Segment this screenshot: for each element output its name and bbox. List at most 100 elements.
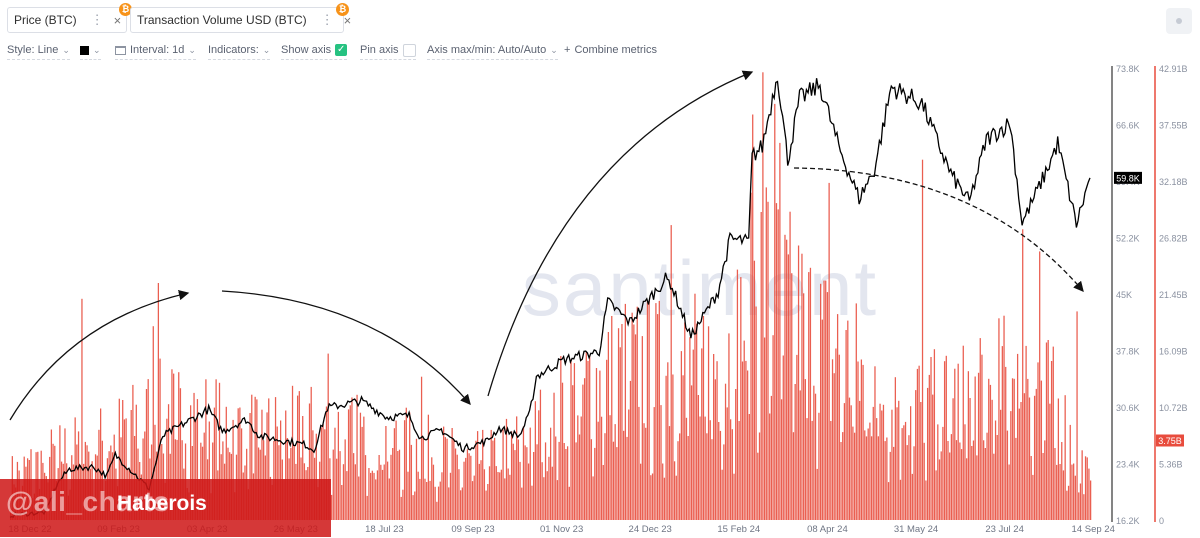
- combine-metrics-button[interactable]: + Combine metrics: [564, 42, 657, 59]
- volume-bar: [733, 473, 735, 520]
- close-icon[interactable]: ×: [113, 12, 122, 28]
- volume-bar: [889, 451, 891, 520]
- volume-bar: [456, 454, 458, 520]
- volume-bars: [10, 72, 1092, 521]
- settings-toggle-button[interactable]: [1166, 8, 1192, 34]
- axis-maxmin-dropdown[interactable]: Axis max/min: Auto/Auto ⌄: [427, 42, 558, 60]
- volume-bar: [631, 312, 633, 520]
- bitcoin-icon: ₿: [336, 3, 349, 16]
- interval-dropdown[interactable]: Interval: 1d ⌄: [115, 42, 196, 60]
- price-line: [9, 78, 1091, 518]
- volume-bar: [1005, 366, 1007, 520]
- volume-bar: [977, 372, 980, 520]
- volume-bar: [719, 430, 722, 520]
- volume-bar: [702, 316, 705, 520]
- volume-bar: [945, 355, 947, 520]
- volume-bar: [870, 436, 873, 520]
- plus-icon: +: [564, 44, 571, 56]
- show-axis-toggle[interactable]: Show axis ✓: [281, 42, 348, 60]
- volume-bar: [954, 368, 956, 520]
- close-icon[interactable]: ×: [343, 12, 352, 28]
- volume-bar: [801, 253, 803, 520]
- price-tick-label: 73.8K: [1116, 64, 1140, 74]
- pin-axis-toggle[interactable]: Pin axis: [360, 42, 416, 60]
- style-label: Style: Line: [7, 44, 59, 56]
- style-dropdown[interactable]: Style: Line ⌄: [7, 42, 70, 60]
- tab-price-btc[interactable]: Price (BTC) ⋮ × ₿: [7, 3, 132, 33]
- volume-bar: [860, 359, 863, 520]
- volume-bar: [621, 324, 623, 520]
- volume-bar: [582, 384, 584, 520]
- indicators-dropdown[interactable]: Indicators: ⌄: [208, 42, 271, 60]
- volume-bar: [993, 453, 995, 520]
- volume-bar: [358, 476, 360, 520]
- volume-bar: [611, 316, 613, 520]
- checkbox-checked-icon[interactable]: ✓: [335, 44, 348, 56]
- volume-bar: [680, 351, 683, 520]
- volume-bar: [745, 360, 747, 520]
- volume-bar: [400, 496, 402, 520]
- volume-bar: [933, 349, 936, 520]
- volume-bar: [414, 491, 416, 520]
- volume-bar: [714, 379, 716, 520]
- color-picker[interactable]: ⌄: [80, 42, 101, 60]
- volume-bar: [938, 459, 941, 520]
- price-volume-chart[interactable]: santiment 73.8K66.6K59.4K52.2K45K37.8K30…: [0, 60, 1200, 538]
- volume-bar: [356, 394, 358, 520]
- volume-bar: [638, 406, 640, 520]
- dots-vertical-icon[interactable]: ⋮: [320, 12, 334, 27]
- volume-bar: [728, 333, 730, 520]
- price-tick-label: 23.4K: [1116, 460, 1140, 470]
- volume-bar: [673, 461, 676, 520]
- volume-bar: [492, 440, 494, 520]
- volume-bar: [482, 429, 484, 520]
- volume-bar: [718, 422, 720, 520]
- volume-bar: [823, 280, 825, 520]
- volume-bar: [429, 480, 431, 520]
- volume-bar: [218, 382, 221, 520]
- volume-bar: [1020, 402, 1022, 520]
- volume-bar: [976, 455, 978, 520]
- price-tick-label: 66.6K: [1116, 121, 1140, 131]
- volume-bar: [133, 436, 136, 520]
- dots-vertical-icon[interactable]: ⋮: [90, 12, 104, 27]
- volume-bar: [672, 374, 674, 520]
- volume-bar: [64, 428, 66, 520]
- volume-bar: [1079, 483, 1082, 520]
- volume-bar: [572, 385, 574, 520]
- volume-bar: [925, 480, 927, 520]
- volume-bar: [524, 445, 526, 520]
- volume-bar: [1018, 408, 1020, 520]
- volume-bar: [780, 399, 783, 520]
- volume-bar: [730, 419, 732, 520]
- volume-bar: [1039, 251, 1041, 520]
- volume-bar: [1001, 346, 1003, 520]
- tab-transaction-volume[interactable]: Transaction Volume USD (BTC) ⋮ × ₿: [130, 3, 351, 33]
- volume-bar: [157, 283, 160, 520]
- volume-bar: [942, 426, 944, 520]
- volume-bar: [658, 300, 660, 520]
- price-tick-label: 45K: [1116, 290, 1132, 300]
- volume-bar: [735, 389, 737, 520]
- volume-bar: [648, 300, 650, 520]
- x-tick-label: 18 Jul 23: [365, 524, 404, 535]
- volume-bar: [585, 351, 587, 520]
- volume-bar: [1061, 442, 1063, 520]
- volume-bar: [989, 384, 992, 520]
- volume-bar: [173, 373, 175, 520]
- volume-bar: [135, 404, 137, 520]
- volume-bar: [701, 348, 703, 520]
- axis-maxmin-label: Axis max/min: Auto/Auto: [427, 44, 547, 56]
- x-tick-label: 01 Nov 23: [540, 524, 583, 535]
- volume-bar: [437, 486, 440, 520]
- price-tick-label: 52.2K: [1116, 234, 1140, 244]
- volume-bar: [1064, 395, 1066, 520]
- checkbox-unchecked-icon[interactable]: [402, 43, 416, 57]
- chart-axes: 73.8K66.6K59.4K52.2K45K37.8K30.6K23.4K16…: [8, 64, 1187, 535]
- volume-bar: [441, 472, 443, 520]
- volume-bar: [500, 469, 503, 520]
- volume-bar: [726, 407, 728, 520]
- volume-bar: [852, 426, 854, 520]
- volume-tick-label: 26.82B: [1159, 234, 1188, 244]
- volume-bar: [882, 404, 885, 520]
